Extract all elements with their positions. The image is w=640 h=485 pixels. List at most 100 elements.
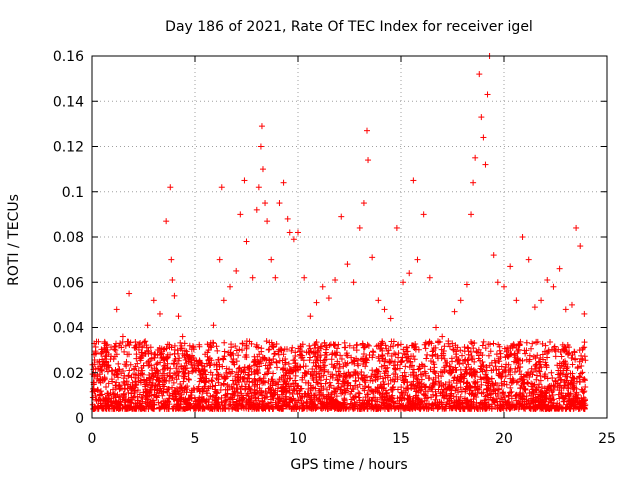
data-point (227, 283, 234, 290)
data-point (313, 299, 320, 306)
y-tick-label: 0.16 (53, 49, 84, 65)
data-point (262, 200, 269, 207)
data-point (439, 333, 446, 340)
data-point (144, 322, 151, 329)
y-tick-label: 0 (75, 411, 84, 427)
data-point (276, 200, 283, 207)
data-point (344, 261, 351, 268)
data-point (192, 365, 198, 372)
data-point (204, 349, 211, 356)
data-point (375, 297, 382, 304)
data-point (433, 324, 440, 331)
data-point (365, 157, 372, 164)
data-point (360, 200, 367, 207)
data-point (132, 344, 139, 351)
data-point (369, 254, 376, 261)
data-point (350, 279, 357, 286)
data-point (220, 297, 227, 304)
data-point (381, 306, 388, 313)
data-point (325, 295, 332, 302)
data-point (550, 283, 557, 290)
data-point (470, 179, 477, 186)
data-point (463, 281, 470, 288)
data-point (119, 333, 126, 340)
data-point (95, 365, 102, 372)
data-point (301, 274, 308, 281)
data-point (241, 177, 248, 184)
y-tick-label: 0.08 (53, 230, 84, 246)
x-tick-label: 5 (191, 431, 200, 447)
y-tick-label: 0.12 (53, 140, 84, 156)
data-point (480, 134, 487, 141)
data-point (472, 154, 479, 161)
data-point (272, 274, 279, 281)
data-point (284, 215, 291, 222)
data-point (531, 304, 538, 311)
data-point (513, 297, 520, 304)
data-point (185, 353, 192, 360)
data-point (556, 265, 563, 272)
data-point (295, 229, 301, 236)
data-point (538, 297, 545, 304)
data-point (290, 236, 297, 243)
data-point (468, 211, 475, 218)
data-point (286, 229, 293, 236)
data-point (113, 306, 120, 313)
data-point (338, 213, 345, 220)
data-point (393, 224, 400, 231)
data-point (258, 123, 265, 130)
data-point (484, 91, 491, 98)
data-point (482, 161, 489, 168)
x-tick-label: 25 (598, 431, 616, 447)
data-point (216, 256, 223, 263)
data-point (259, 166, 266, 173)
data-point (138, 349, 145, 356)
data-point (490, 252, 497, 259)
data-point (237, 211, 244, 218)
data-point (451, 308, 458, 315)
data-point (577, 243, 584, 250)
data-point (253, 206, 260, 213)
data-point (476, 71, 483, 78)
data-point (107, 356, 114, 363)
data-point (280, 179, 287, 186)
data-point (233, 267, 240, 274)
data-point (169, 276, 176, 283)
chart-title: Day 186 of 2021, Rate Of TEC Index for r… (165, 19, 533, 35)
data-point (356, 224, 363, 231)
y-tick-label: 0.02 (53, 366, 84, 382)
data-point (410, 177, 417, 184)
data-point (332, 276, 339, 283)
data-point (255, 184, 262, 191)
data-point (406, 270, 413, 277)
data-point (218, 184, 225, 191)
data-point (544, 276, 551, 283)
data-point (179, 333, 186, 340)
data-point (126, 290, 133, 297)
data-point (426, 274, 433, 281)
data-point (364, 127, 371, 134)
data-point (198, 360, 205, 367)
y-axis-label: ROTI / TECUs (6, 194, 22, 286)
y-tick-label: 0.14 (53, 94, 84, 110)
data-point (257, 143, 264, 150)
data-point (307, 313, 314, 320)
data-point (150, 297, 157, 304)
data-point (167, 184, 174, 191)
data-point (568, 301, 575, 308)
data-point (581, 310, 588, 317)
x-axis-label: GPS time / hours (290, 457, 407, 473)
data-point (494, 279, 501, 286)
data-point (171, 292, 178, 299)
x-tick-label: 20 (495, 431, 513, 447)
data-point (156, 310, 163, 317)
x-tick-label: 15 (392, 431, 410, 447)
data-point (445, 338, 452, 345)
data-point (163, 218, 170, 225)
y-tick-label: 0.06 (53, 275, 84, 291)
data-point (414, 256, 421, 263)
data-point (264, 218, 271, 225)
data-point (562, 306, 569, 313)
x-tick-label: 10 (289, 431, 307, 447)
